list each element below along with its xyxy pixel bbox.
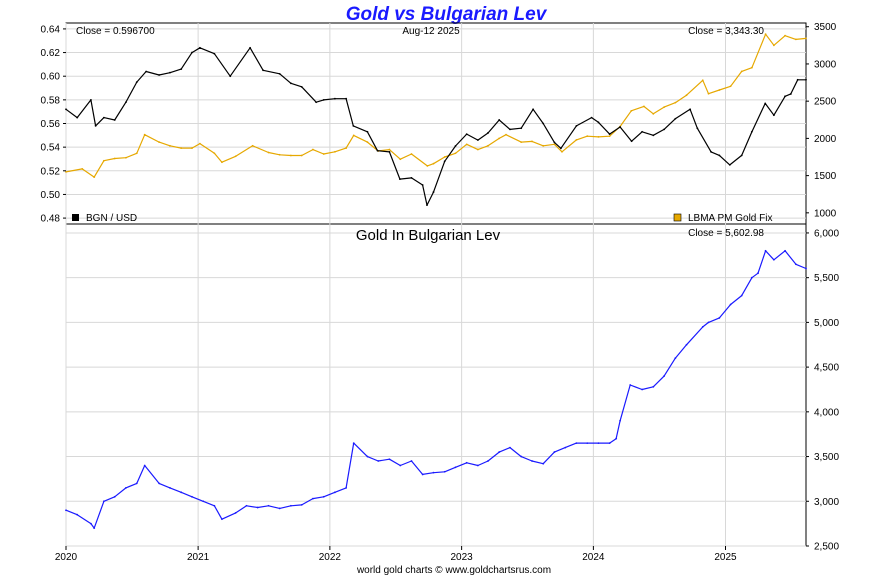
top-close-left: Close = 0.596700 [76,26,155,37]
y-left-tick-label: 0.62 [41,48,61,59]
bottom-panel-grid [65,224,806,547]
y-right-tick-label: 3000 [814,59,837,70]
bgn-usd-line [65,47,806,206]
y-right-tick-label: 6,000 [814,228,839,239]
top-panel-grid [65,23,806,224]
bottom-panel-frame [65,223,807,547]
y-left-tick-label: 0.48 [41,214,61,225]
y-right-tick-label: 3,500 [814,452,839,463]
y-left-tick-label: 0.54 [41,143,61,154]
y-right-tick-label: 3500 [814,22,837,33]
y-right-tick-label: 5,500 [814,273,839,284]
legend-swatch-bgn [72,214,79,221]
gold-bgn-line [65,250,807,529]
y-right-tick-label: 1500 [814,171,837,182]
y-right-tick-label: 5,000 [814,318,839,329]
top-close-right: Close = 3,343.30 [688,26,764,37]
gold-usd-line [65,33,807,178]
y-left-tick-label: 0.60 [41,72,61,83]
x-tick-label: 2021 [187,552,210,563]
y-right-tick-label: 2500 [814,97,837,108]
y-right-tick-label: 1000 [814,208,837,219]
footer-credit: world gold charts © www.goldchartsrus.co… [356,565,551,575]
y-left-tick-label: 0.50 [41,190,61,201]
chart-title: Gold vs Bulgarian Lev [346,4,548,25]
gold-bgn-series [65,249,807,530]
legend-label-gold: LBMA PM Gold Fix [688,213,772,224]
x-tick-label: 2022 [319,552,342,563]
x-tick-label: 2024 [582,552,605,563]
y-right-tick-label: 4,000 [814,407,839,418]
y-left-tick-label: 0.58 [41,95,61,106]
y-right-tick-label: 2,500 [814,542,839,553]
gold-usd-series [65,33,807,179]
y-left-tick-label: 0.52 [41,166,61,177]
series-layer [65,33,807,530]
top-date-label: Aug-12 2025 [402,26,460,37]
bgn-usd-series [65,46,807,206]
y-left-tick-label: 0.56 [41,119,61,130]
bottom-close-right: Close = 5,602.98 [688,228,764,239]
legend-swatch-gold [673,213,682,222]
x-tick-label: 2023 [451,552,474,563]
bottom-panel-title: Gold In Bulgarian Lev [356,227,501,244]
y-right-tick-label: 3,000 [814,497,839,508]
axis-layer: 2020 2021 2022 2023 2024 2025 0.48 0.50 0.52 0.54… [41,22,840,563]
x-tick-label: 2020 [55,552,78,563]
x-tick-label: 2025 [714,552,737,563]
legend-label-bgn: BGN / USD [86,213,137,224]
y-left-tick-label: 0.64 [41,24,61,35]
y-right-tick-label: 4,500 [814,363,839,374]
y-right-tick-label: 2000 [814,134,837,145]
